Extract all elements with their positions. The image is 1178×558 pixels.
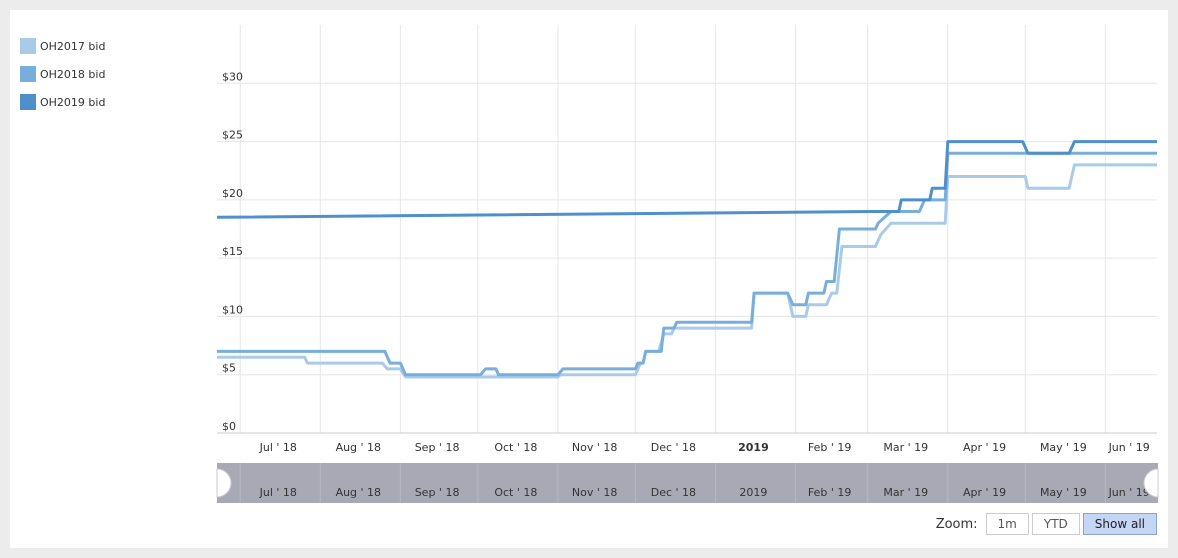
y-tick-label-0: $0 [222,420,236,433]
y-tick-label-6: $30 [222,70,243,83]
navigator-label-8: Mar ' 19 [883,486,928,499]
legend-item-oh2017[interactable]: OH2017 bid [20,32,105,60]
y-tick-label-5: $25 [222,129,243,142]
zoom-show-all-button[interactable]: Show all [1082,513,1157,535]
x-tick-label-7: Feb ' 19 [808,441,852,454]
navigator-label-6: 2019 [739,486,767,499]
x-tick-label-4: Nov ' 18 [572,441,617,454]
x-tick-label-8: Mar ' 19 [883,441,928,454]
x-tick-label-9: Apr ' 19 [963,441,1006,454]
y-tick-label-1: $5 [222,362,236,375]
legend-swatch-oh2017 [20,38,36,54]
legend-swatch-oh2018 [20,66,36,82]
chart-container: $0 $5 $10 $15 $20 $25 $30 Jul ' 18 Aug ' 18 Sep '… [10,10,1168,548]
x-tick-label-1: Aug ' 18 [336,441,382,454]
navigator-left-handle[interactable] [216,468,232,498]
legend-label-oh2019: OH2019 bid [40,95,106,109]
navigator-label-3: Oct ' 18 [494,486,537,499]
y-tick-label-3: $15 [222,245,243,258]
y-tick-label-4: $20 [222,187,243,200]
stock-chart: $0 $5 $10 $15 $20 $25 $30 Jul ' 18 Aug ' 18 Sep '… [216,25,1159,503]
zoom-ytd-button[interactable]: YTD [1031,513,1080,535]
series-line-oh2017-bid [217,163,1157,379]
series-line-oh2018-bid [217,151,1157,377]
navigator-label-7: Feb ' 19 [808,486,852,499]
x-tick-label-11: Jun ' 19 [1108,441,1150,454]
navigator-label-0: Jul ' 18 [259,486,297,499]
navigator-label-9: Apr ' 19 [963,486,1006,499]
zoom-label: Zoom: [935,516,978,532]
zoom-1m-button[interactable]: 1m [985,513,1029,535]
x-tick-label-3: Oct ' 18 [494,441,537,454]
x-tick-label-0: Jul ' 18 [259,441,297,454]
navigator-label-1: Aug ' 18 [336,486,382,499]
navigator-label-2: Sep ' 18 [415,486,460,499]
legend-item-oh2018[interactable]: OH2018 bid [20,60,105,88]
navigator: Jul ' 18 Aug ' 18 Sep ' 18 Oct ' 18 Nov ' 18… [216,463,1159,503]
x-tick-label-5: Dec ' 18 [651,441,696,454]
x-tick-label-2: Sep ' 18 [415,441,460,454]
x-tick-label-10: May ' 19 [1040,441,1087,454]
legend-label-oh2018: OH2018 bid [40,67,106,81]
navigator-right-handle[interactable] [1143,468,1159,498]
legend-label-oh2017: OH2017 bid [40,39,106,53]
zoom-bar: Zoom: 1m YTD Show all [936,513,1157,535]
navigator-label-5: Dec ' 18 [651,486,696,499]
x-tick-label-6: 2019 [738,441,769,454]
navigator-label-11: Jun ' 19 [1108,486,1150,499]
legend-swatch-oh2019 [20,94,36,110]
y-tick-label-2: $10 [222,303,243,316]
series-line-oh2019-bid [216,140,1157,219]
navigator-mask [217,463,1158,503]
legend: OH2017 bid OH2018 bid OH2019 bid [20,32,105,116]
navigator-label-10: May ' 19 [1040,486,1087,499]
legend-item-oh2019[interactable]: OH2019 bid [20,88,105,116]
navigator-label-4: Nov ' 18 [572,486,617,499]
